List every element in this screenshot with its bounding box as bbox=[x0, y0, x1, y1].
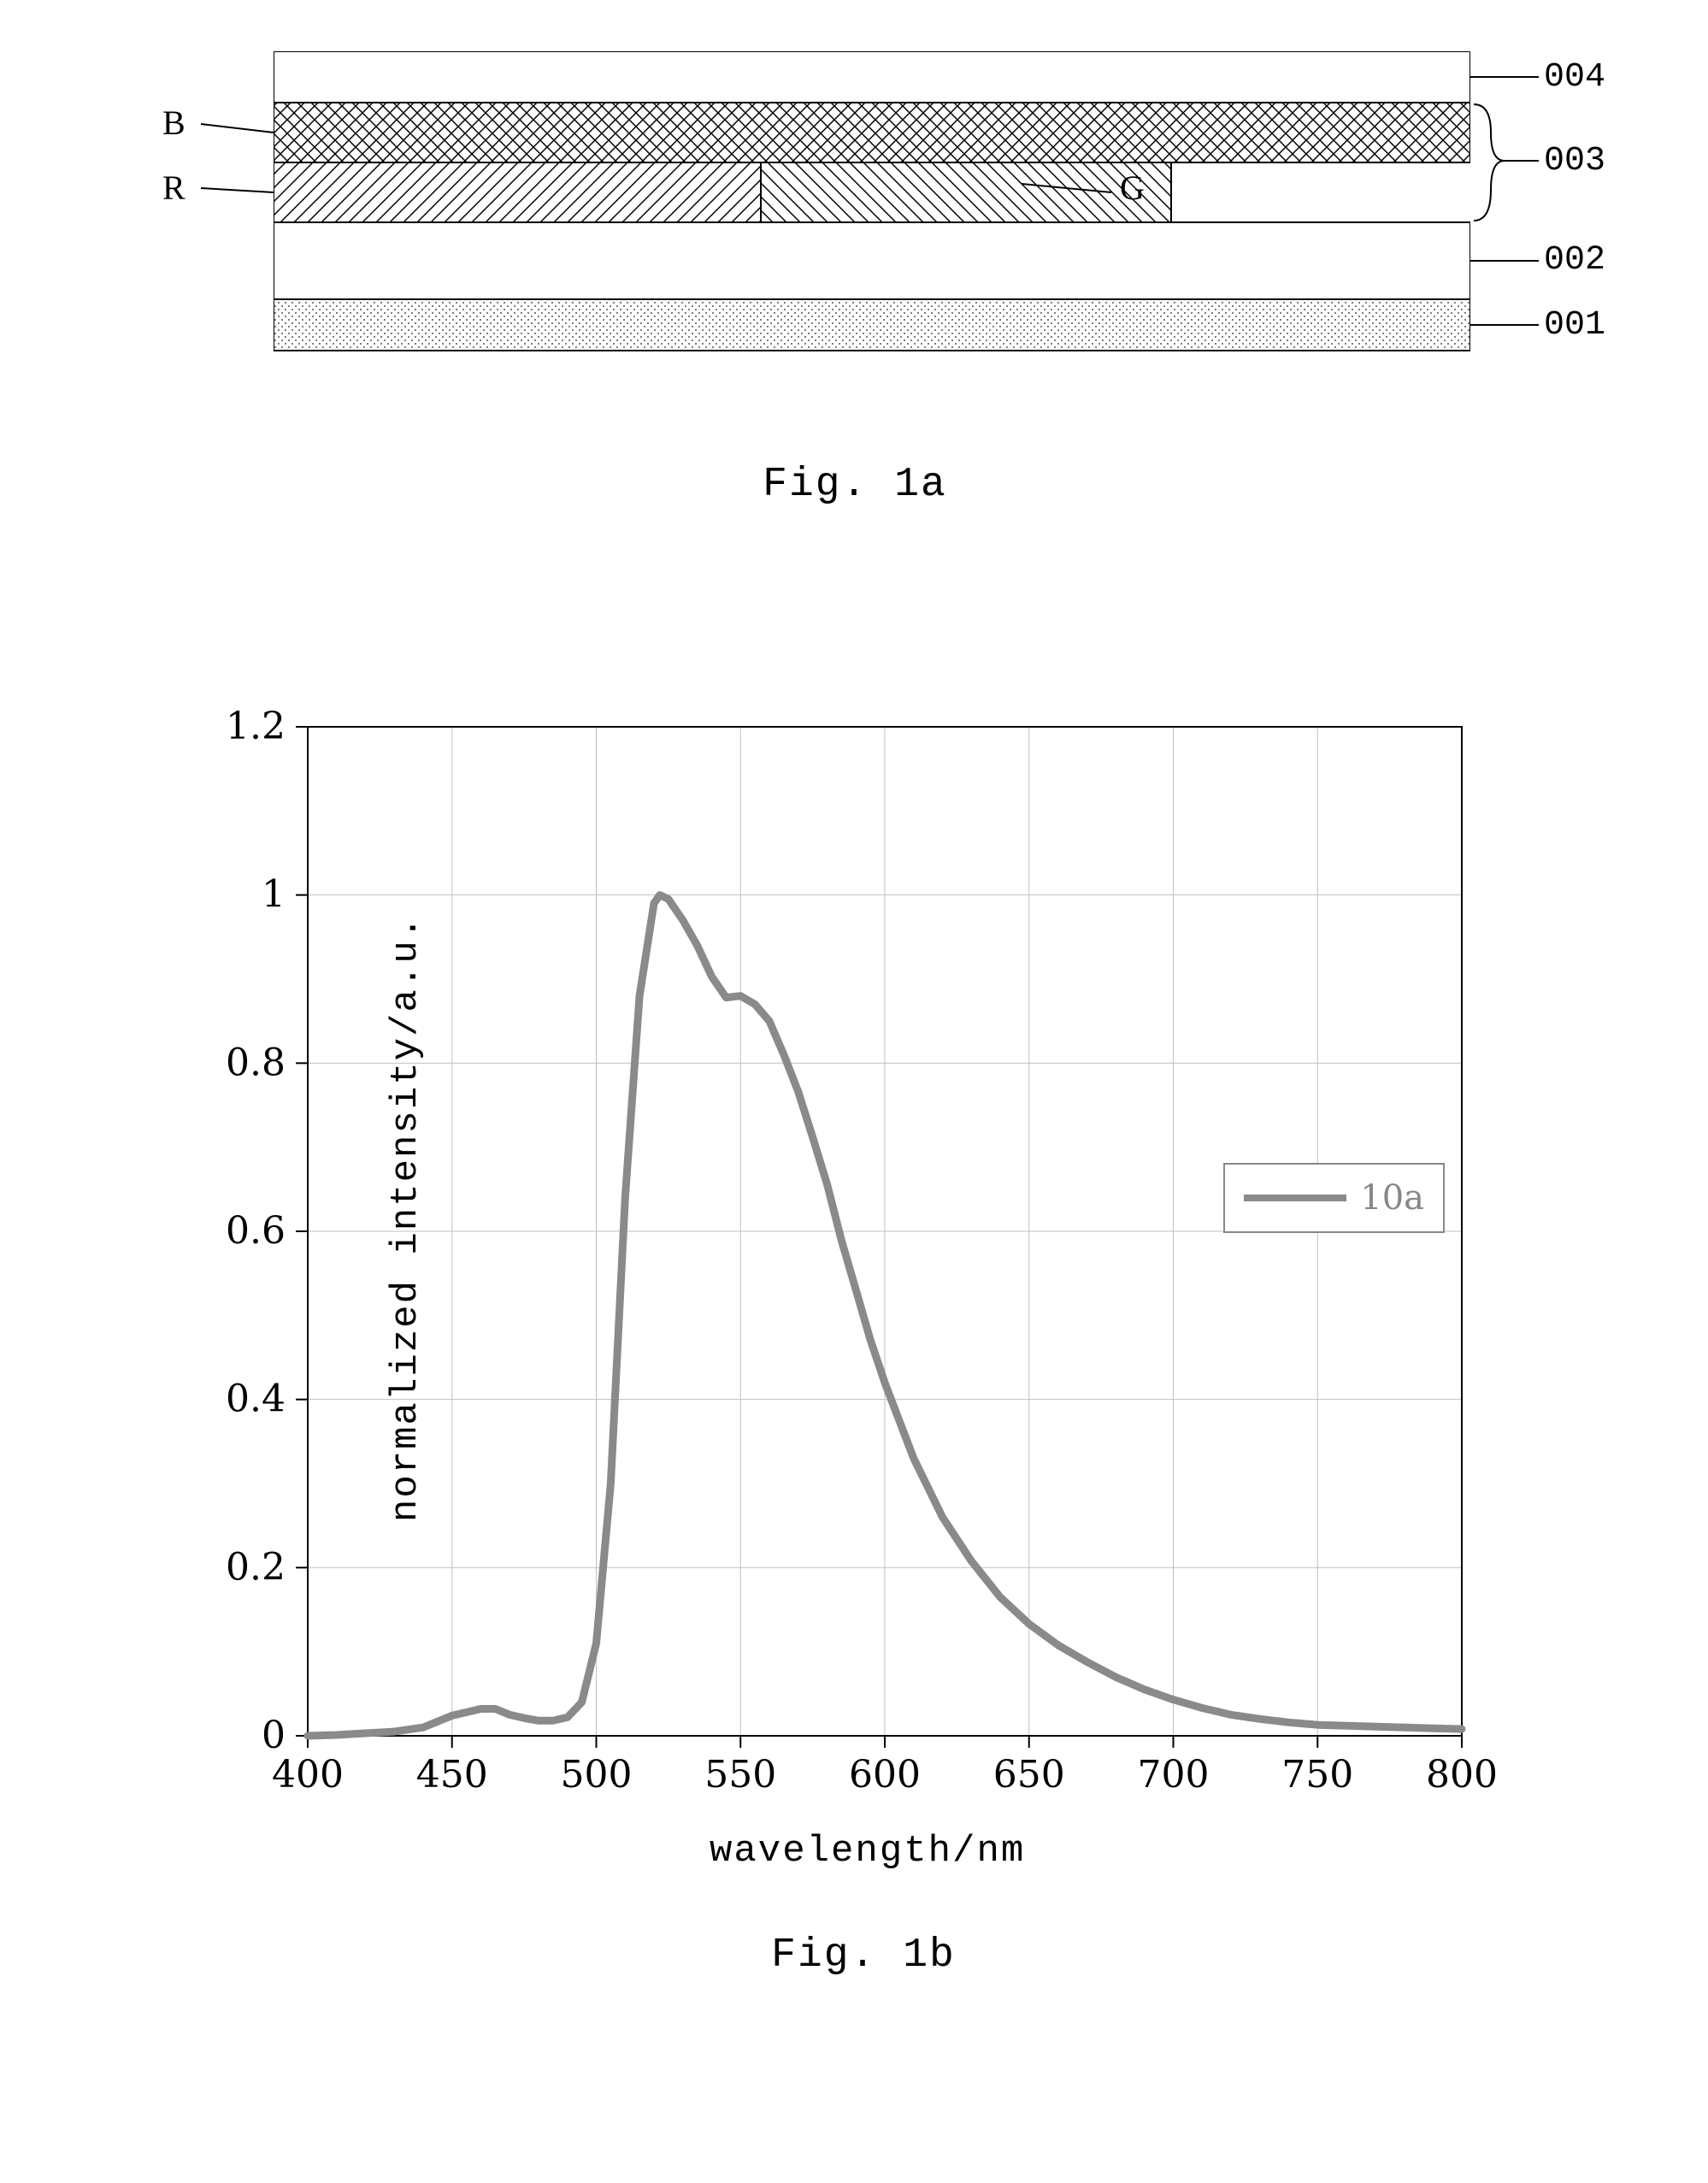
chart-area: 400 450 500 550 600 650 700 750 800 0 0.2 0.4 0.6 0.8… bbox=[128, 701, 1496, 1881]
y-tick-label: 0 bbox=[262, 1714, 286, 1757]
y-axis-label: normalized intensity/a.u. bbox=[385, 915, 427, 1522]
x-tick-label: 500 bbox=[561, 1753, 633, 1797]
label-b: B bbox=[162, 103, 186, 143]
figure-1a-caption: Fig. 1a bbox=[120, 462, 1590, 508]
figure-1b: 400 450 500 550 600 650 700 750 800 0 0.2 0.4 0.6 0.8… bbox=[128, 701, 1599, 1979]
x-tick-label: 750 bbox=[1281, 1753, 1353, 1797]
y-tick-label: 1 bbox=[262, 873, 286, 917]
y-tick-label: 0.6 bbox=[226, 1209, 286, 1253]
label-r: R bbox=[162, 168, 186, 208]
y-tick-label: 1.2 bbox=[226, 705, 286, 748]
legend: 10a bbox=[1223, 1163, 1445, 1233]
x-axis-label: wavelength/nm bbox=[710, 1830, 1025, 1873]
x-tick-label: 600 bbox=[849, 1753, 921, 1797]
x-tick-label: 450 bbox=[416, 1753, 488, 1797]
y-tick-label: 0.8 bbox=[226, 1041, 286, 1084]
legend-label: 10a bbox=[1360, 1178, 1424, 1218]
label-001: 001 bbox=[1544, 306, 1605, 345]
figure-1b-caption: Fig. 1b bbox=[128, 1932, 1599, 1979]
figure-1a: B R G 004 003 002 001 Fig. 1a bbox=[120, 51, 1590, 508]
y-tick-label: 0.4 bbox=[226, 1378, 286, 1421]
label-002: 002 bbox=[1544, 241, 1605, 280]
x-tick-label: 650 bbox=[993, 1753, 1065, 1797]
label-003: 003 bbox=[1544, 142, 1605, 180]
x-tick-label: 800 bbox=[1426, 1753, 1496, 1797]
x-tick-label: 700 bbox=[1138, 1753, 1210, 1797]
leader-lines-svg bbox=[120, 51, 1590, 393]
label-g: G bbox=[1120, 168, 1145, 208]
x-tick-label: 550 bbox=[704, 1753, 776, 1797]
chart-svg: 400 450 500 550 600 650 700 750 800 0 0.2 0.4 0.6 0.8… bbox=[128, 701, 1496, 1881]
label-004: 004 bbox=[1544, 58, 1605, 97]
x-tick-label: 400 bbox=[272, 1753, 344, 1797]
legend-line bbox=[1244, 1195, 1346, 1201]
y-tick-label: 0.2 bbox=[226, 1545, 286, 1589]
